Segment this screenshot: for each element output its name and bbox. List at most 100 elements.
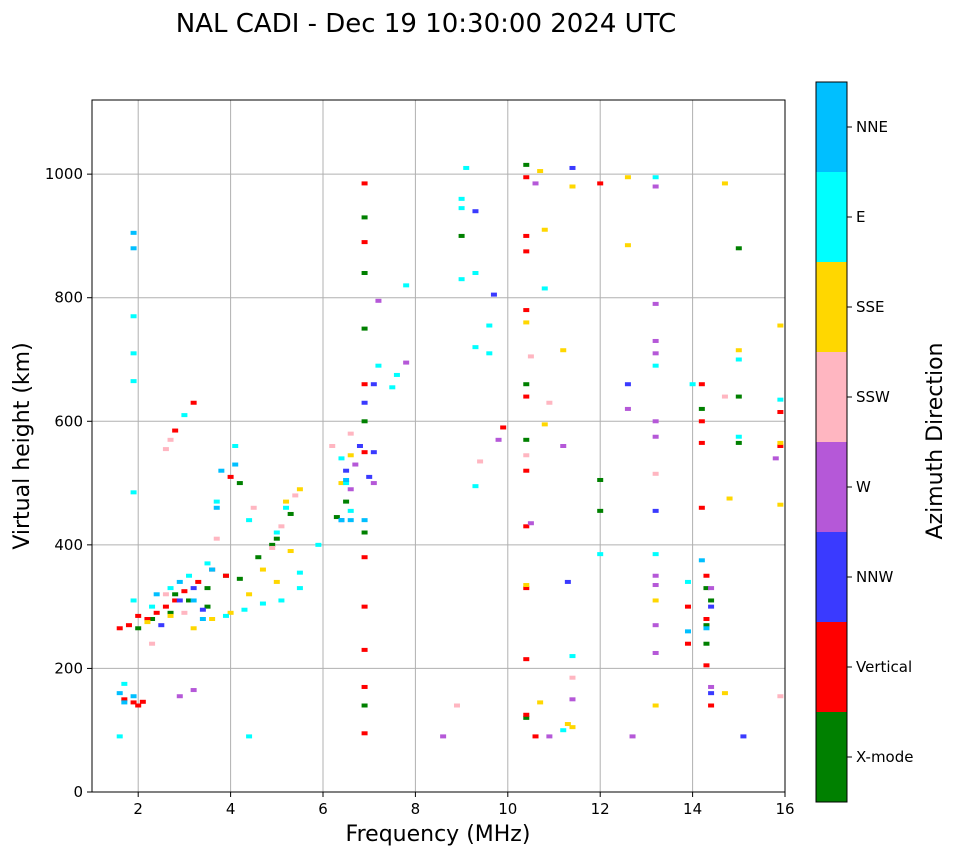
- echo-point-e: [130, 351, 137, 356]
- echo-point-ssw: [269, 545, 276, 550]
- echo-point-vertical: [523, 175, 530, 180]
- colorbar-label: Azimuth Direction: [923, 342, 948, 539]
- echo-point-w: [370, 481, 377, 486]
- echo-point-x-mode: [361, 271, 368, 275]
- colorbar-tick-label: SSE: [856, 298, 885, 316]
- echo-point-vertical: [698, 419, 705, 424]
- echo-point-w: [629, 734, 636, 739]
- echo-point-ssw: [162, 592, 169, 597]
- colorbar-swatch: [816, 352, 847, 442]
- echo-point-sse: [273, 579, 280, 584]
- x-tick-label: 2: [133, 800, 143, 818]
- echo-point-sse: [190, 626, 197, 631]
- echo-point-vertical: [135, 613, 142, 618]
- echo-point-vertical: [162, 604, 169, 609]
- echo-point-w: [560, 444, 567, 448]
- echo-point-e: [259, 601, 266, 606]
- colorbar-swatch: [816, 712, 847, 802]
- echo-point-nne: [213, 505, 220, 510]
- echo-point-nne: [698, 558, 705, 563]
- echo-point-x-mode: [287, 511, 294, 516]
- echo-point-vertical: [116, 626, 123, 631]
- echo-point-w: [652, 351, 659, 356]
- echo-point-e: [246, 518, 253, 523]
- echo-point-x-mode: [523, 437, 530, 442]
- echo-point-vertical: [361, 450, 368, 455]
- echo-point-x-mode: [597, 477, 604, 482]
- colorbar-frame: [815, 81, 848, 803]
- echo-point-nnw: [158, 623, 165, 628]
- echo-point-e: [689, 382, 696, 387]
- echo-point-w: [772, 456, 779, 461]
- colorbar-swatch: [816, 532, 847, 622]
- echo-point-x-mode: [204, 604, 211, 609]
- echo-point-x-mode: [149, 617, 156, 621]
- echo-point-e: [121, 681, 128, 686]
- echo-point-sse: [652, 703, 659, 708]
- echo-point-e: [652, 175, 659, 180]
- echo-point-nnw: [740, 734, 747, 739]
- echo-point-vertical: [523, 394, 530, 399]
- echo-point-nnw: [652, 508, 659, 513]
- echo-point-vertical: [523, 524, 530, 529]
- colorbar-swatch: [816, 262, 847, 352]
- colorbar-tick-label: NNE: [856, 118, 888, 136]
- echo-point-w: [495, 437, 502, 442]
- echo-point-vertical: [361, 555, 368, 560]
- echo-point-e: [130, 490, 137, 495]
- echo-point-vertical: [684, 641, 691, 646]
- echo-point-e: [463, 165, 470, 170]
- echo-point-e: [347, 508, 354, 513]
- echo-point-nne: [338, 518, 345, 523]
- echo-point-w: [708, 586, 715, 591]
- echo-point-e: [186, 573, 193, 578]
- colorbar-swatch: [816, 172, 847, 262]
- echo-point-nnw: [708, 604, 715, 609]
- echo-point-nnw: [370, 450, 377, 455]
- echo-point-ssw: [181, 610, 188, 615]
- echo-point-sse: [227, 610, 234, 615]
- echo-point-vertical: [698, 505, 705, 510]
- echo-point-e: [296, 570, 303, 575]
- echo-point-sse: [624, 243, 631, 248]
- echo-point-e: [735, 434, 742, 439]
- echo-point-vertical: [684, 604, 691, 609]
- echo-point-x-mode: [361, 419, 368, 424]
- echo-point-e: [652, 363, 659, 368]
- echo-point-ssw: [347, 431, 354, 436]
- x-axis-label: Frequency (MHz): [346, 822, 531, 847]
- echo-point-vertical: [523, 657, 530, 662]
- echo-point-x-mode: [703, 586, 710, 591]
- y-axis-label: Virtual height (km): [10, 342, 35, 549]
- echo-point-w: [403, 360, 410, 365]
- echo-point-x-mode: [523, 162, 530, 167]
- echo-point-x-mode: [523, 382, 530, 387]
- echo-point-ssw: [721, 394, 728, 399]
- echo-point-vertical: [500, 425, 507, 430]
- echo-point-w: [176, 694, 183, 699]
- echo-point-vertical: [703, 663, 710, 668]
- echo-point-nne: [130, 694, 137, 699]
- echo-point-nne: [218, 468, 225, 473]
- echo-point-e: [338, 456, 345, 461]
- x-tick-label: 16: [775, 800, 794, 818]
- echo-point-ssw: [149, 641, 156, 646]
- y-tick-label: 800: [54, 289, 83, 307]
- echo-point-nne: [130, 246, 137, 251]
- echo-point-e: [116, 734, 123, 739]
- x-tick-label: 6: [318, 800, 328, 818]
- echo-point-nnw: [490, 292, 497, 297]
- echo-point-e: [315, 542, 322, 547]
- y-tick-label: 0: [73, 783, 83, 801]
- echo-point-w: [652, 650, 659, 655]
- echo-point-vertical: [523, 308, 530, 313]
- echo-point-e: [130, 379, 137, 384]
- echo-point-w: [652, 419, 659, 424]
- echo-point-vertical: [139, 699, 146, 704]
- echo-point-sse: [246, 592, 253, 597]
- y-tick-label: 400: [54, 536, 83, 554]
- echo-point-nne: [343, 477, 350, 482]
- echo-point-nnw: [708, 691, 715, 696]
- echo-point-nne: [684, 629, 691, 634]
- echo-point-ssw: [453, 703, 460, 708]
